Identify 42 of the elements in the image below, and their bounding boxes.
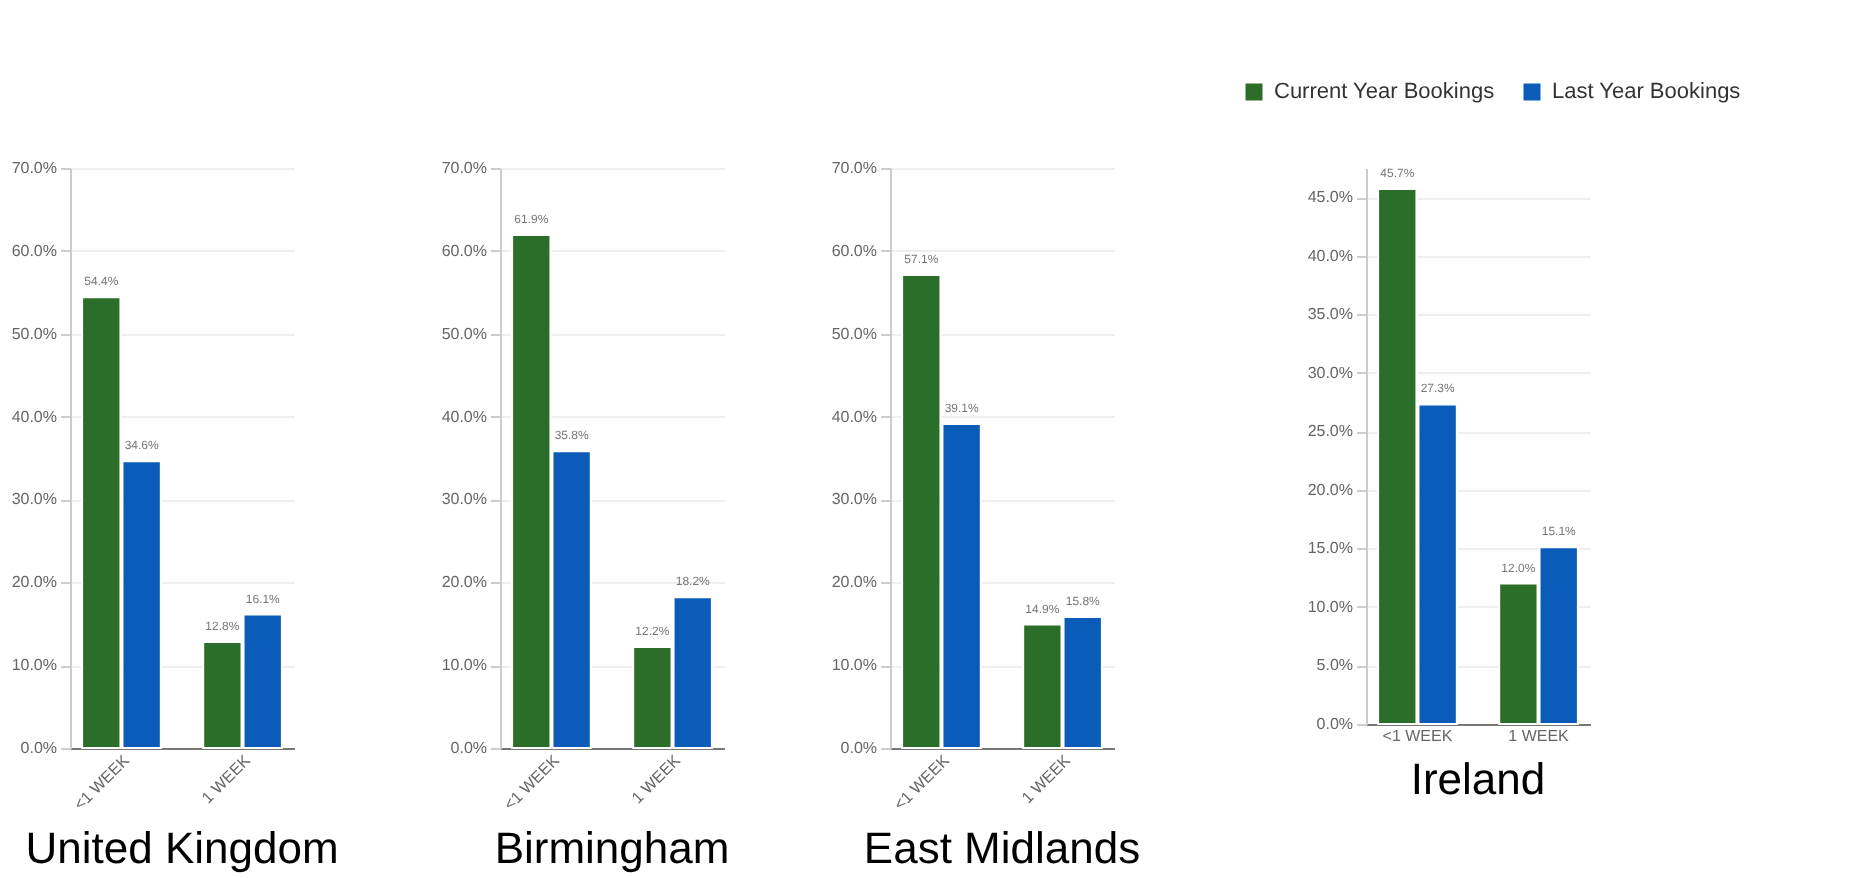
text: East Midlands: [863, 822, 1141, 873]
y-tick-label: 30.0%: [1307, 363, 1353, 382]
y-tick-label: 60.0%: [831, 241, 877, 260]
y-tick-label: 20.0%: [1307, 480, 1353, 499]
legend-label: Current Year Bookings: [1274, 80, 1496, 104]
y-tick-label: 10.0%: [11, 656, 57, 675]
y-tick-label: 15.0%: [1307, 539, 1353, 558]
y-tick-label: 50.0%: [441, 324, 487, 343]
y-tick-label: 10.0%: [441, 656, 487, 675]
y-tick-label: 60.0%: [11, 241, 57, 260]
text: Birmingham: [494, 822, 730, 873]
text: United Kingdom: [25, 822, 339, 873]
legend-label: Last Year Bookings: [1552, 80, 1742, 104]
x-tick-label: 1 WEEK: [1508, 727, 1571, 745]
y-tick-label: 60.0%: [441, 241, 487, 260]
text: Ireland: [1410, 754, 1546, 804]
y-tick-label: 50.0%: [11, 324, 57, 343]
y-tick-label: 30.0%: [11, 490, 57, 509]
y-tick-label: 50.0%: [831, 324, 877, 343]
y-tick-label: 40.0%: [11, 407, 57, 426]
y-tick-label: 0.0%: [20, 739, 57, 757]
y-tick-label: 45.0%: [1307, 188, 1353, 207]
y-tick-label: 40.0%: [831, 407, 877, 426]
y-tick-label: 70.0%: [11, 159, 57, 177]
y-tick-label: 20.0%: [11, 573, 57, 592]
y-tick-label: 0.0%: [1316, 715, 1353, 733]
y-tick-label: 35.0%: [1307, 305, 1353, 324]
y-tick-label: 40.0%: [441, 407, 487, 426]
y-tick-label: 40.0%: [1307, 246, 1353, 265]
y-tick-label: 70.0%: [831, 159, 877, 177]
y-tick-label: 30.0%: [831, 490, 877, 509]
y-tick-label: 10.0%: [1307, 597, 1353, 616]
y-tick-label: 70.0%: [441, 159, 487, 177]
y-tick-label: 5.0%: [1316, 656, 1353, 675]
x-tick-label: <1 WEEK: [1382, 727, 1454, 745]
y-tick-label: 10.0%: [831, 656, 877, 675]
y-tick-label: 30.0%: [441, 490, 487, 509]
y-tick-label: 25.0%: [1307, 422, 1353, 441]
y-tick-label: 0.0%: [450, 739, 487, 757]
y-tick-label: 20.0%: [831, 573, 877, 592]
y-tick-label: 20.0%: [441, 573, 487, 592]
y-tick-label: 0.0%: [840, 739, 877, 757]
